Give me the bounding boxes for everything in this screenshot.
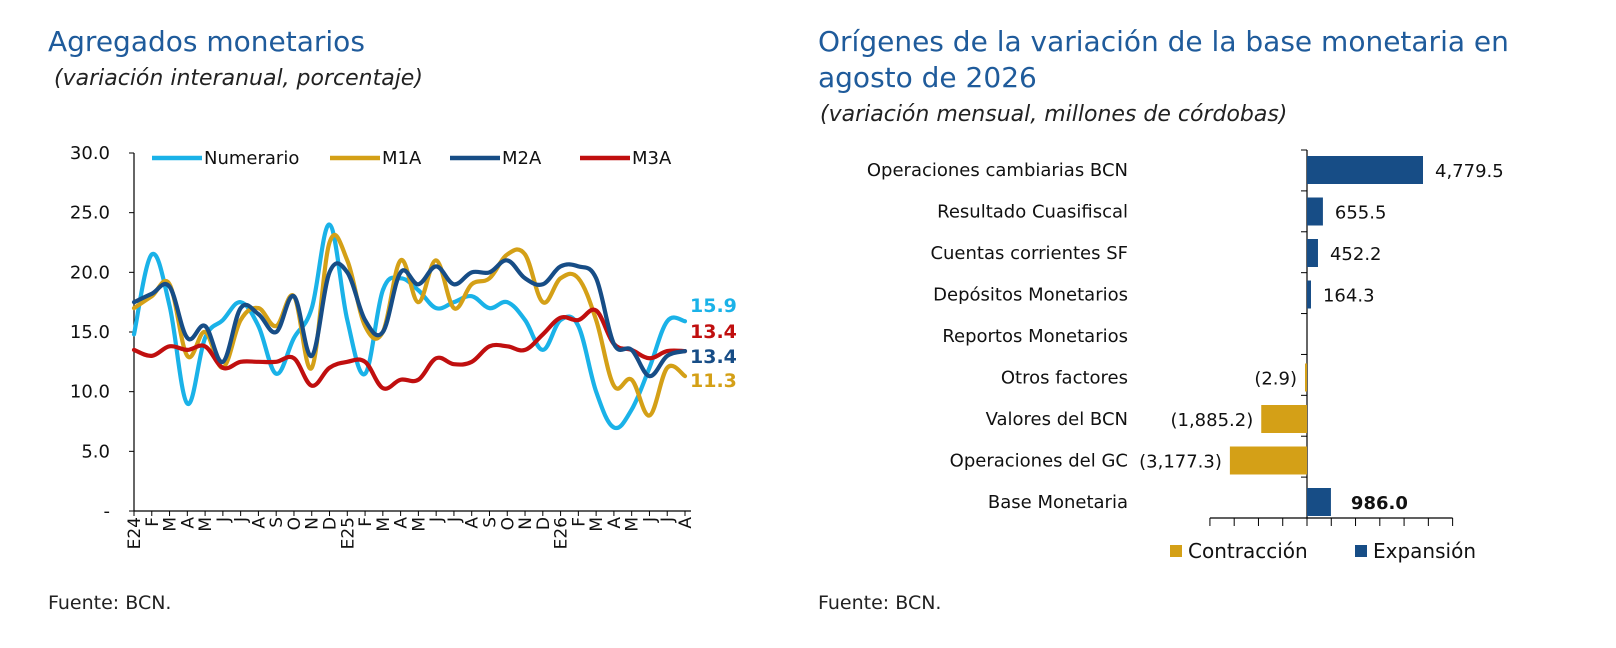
x-tick-label: J (427, 517, 447, 523)
category-label: Reportos Monetarios (942, 326, 1128, 347)
x-tick-label: F (569, 517, 589, 527)
x-tick-label: F (143, 517, 163, 527)
y-tick-label: - (104, 501, 111, 522)
x-tick-label: A (392, 517, 412, 529)
x-tick-label: M (196, 517, 216, 532)
category-label: Valores del BCN (986, 409, 1128, 430)
x-tick-label: M (161, 517, 181, 532)
x-tick-label: A (676, 517, 696, 529)
bar (1305, 363, 1307, 392)
value-label: (3,177.3) (1139, 452, 1222, 473)
x-tick-label: A (249, 517, 269, 529)
x-tick-label: O (285, 517, 305, 530)
legend-swatch-contracción (1170, 545, 1182, 557)
bar (1307, 197, 1323, 226)
x-tick-label: M (587, 517, 607, 532)
legend-label-m1a: M1A (382, 148, 422, 169)
bar (1229, 446, 1307, 475)
x-tick-label: E25 (338, 517, 358, 549)
category-label: Depósitos Monetarios (933, 285, 1128, 306)
end-label-m2a: 13.4 (690, 346, 737, 368)
end-label-m3a: 13.4 (690, 321, 737, 343)
bar (1261, 405, 1307, 433)
x-tick-label: A (463, 517, 483, 529)
x-tick-label: D (321, 517, 341, 530)
legend-label-expansión: Expansión (1373, 539, 1476, 563)
x-tick-label: N (303, 517, 323, 530)
x-tick-label: M (409, 517, 429, 532)
left-source-note: Fuente: BCN. (48, 592, 172, 614)
category-label: Resultado Cuasifiscal (937, 202, 1128, 223)
series-line-numerario (131, 222, 688, 431)
legend-label-m3a: M3A (632, 148, 672, 169)
right-chart-subtitle: (variación mensual, millones de córdobas… (820, 102, 1288, 127)
y-tick-label: 25.0 (70, 203, 110, 224)
right-chart-title-line1: Orígenes de la variación de la base mone… (818, 25, 1509, 58)
legend-swatch-expansión (1355, 545, 1367, 557)
left-chart-subtitle: (variación interanual, porcentaje) (54, 66, 423, 91)
x-tick-label: D (534, 517, 554, 530)
series-line-m2a (131, 258, 688, 379)
value-label: 164.3 (1323, 286, 1375, 307)
x-tick-label: A (178, 517, 198, 529)
x-tick-label: J (214, 517, 234, 523)
series-line-m3a (131, 307, 688, 391)
x-tick-label: J (232, 517, 252, 523)
value-label: 452.2 (1330, 244, 1382, 265)
value-label: (1,885.2) (1170, 410, 1253, 431)
x-tick-label: F (356, 517, 376, 527)
left-chart-title: Agregados monetarios (48, 25, 365, 58)
end-label-numerario: 15.9 (690, 295, 737, 317)
y-tick-label: 30.0 (70, 143, 110, 164)
value-label: 986.0 (1351, 493, 1408, 514)
y-tick-label: 5.0 (81, 441, 110, 462)
x-tick-label: M (623, 517, 643, 532)
value-label: 655.5 (1335, 203, 1387, 224)
bar (1307, 156, 1423, 184)
x-tick-label: S (267, 517, 287, 528)
value-label: 4,779.5 (1435, 161, 1504, 182)
legend-label-m2a: M2A (502, 148, 542, 169)
bar (1307, 280, 1311, 309)
bar-chart: Operaciones cambiarias BCN 4,779.5 Resulta… (867, 149, 1504, 563)
category-label: Operaciones cambiarias BCN (867, 160, 1128, 181)
right-source-note: Fuente: BCN. (818, 592, 942, 614)
end-label-m1a: 11.3 (690, 370, 737, 392)
y-tick-label: 10.0 (70, 382, 110, 403)
line-chart: 30.025.020.015.010.05.0-E24FMAMJJASONDE2… (70, 143, 737, 549)
y-tick-label: 15.0 (70, 322, 110, 343)
legend-label-numerario: Numerario (204, 148, 299, 169)
value-label: (2.9) (1254, 369, 1297, 390)
x-tick-label: J (658, 517, 678, 523)
x-tick-label: J (445, 517, 465, 523)
x-tick-label: O (498, 517, 518, 530)
bar (1307, 239, 1318, 267)
x-tick-label: E24 (125, 517, 145, 549)
x-tick-label: N (516, 517, 536, 530)
x-tick-label: M (374, 517, 394, 532)
x-tick-label: E26 (552, 517, 572, 549)
category-label: Base Monetaria (988, 492, 1128, 513)
x-tick-label: A (605, 517, 625, 529)
y-tick-label: 20.0 (70, 262, 110, 283)
legend-label-contracción: Contracción (1188, 539, 1308, 563)
category-label: Otros factores (1001, 368, 1128, 389)
category-label: Operaciones del GC (950, 451, 1128, 472)
category-label: Cuentas corrientes SF (930, 243, 1128, 264)
bar (1307, 488, 1331, 516)
x-tick-label: J (640, 517, 660, 523)
right-chart-title-line2: agosto de 2026 (818, 61, 1037, 94)
x-tick-label: S (480, 517, 500, 528)
